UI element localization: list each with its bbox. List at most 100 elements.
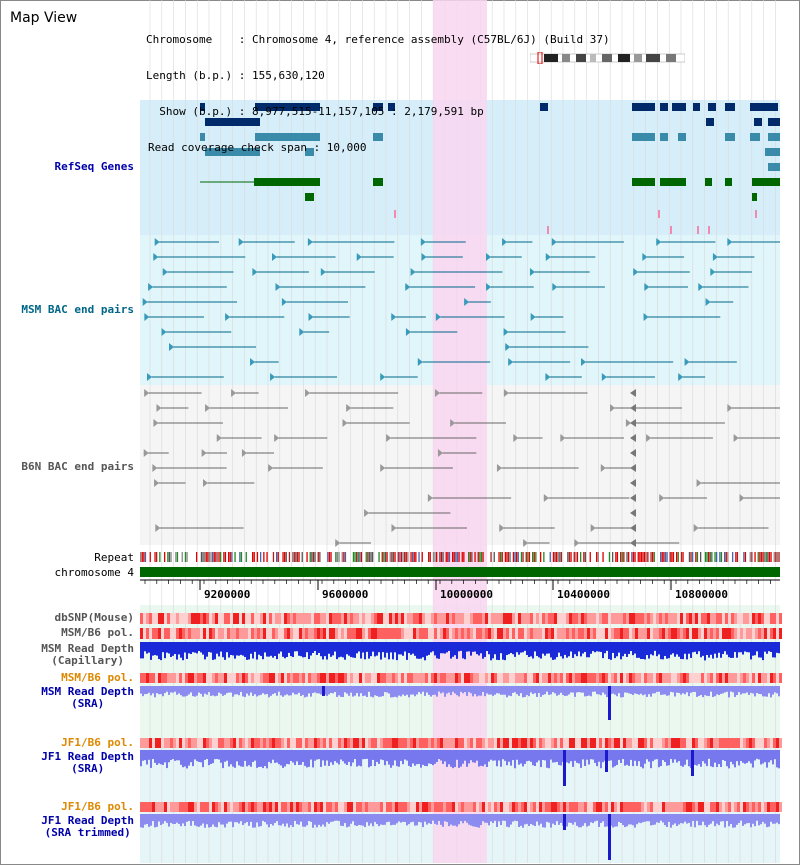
heat-cell <box>452 613 455 624</box>
heat-cell <box>182 802 185 812</box>
depth-bar <box>634 686 636 694</box>
depth-bar <box>698 750 700 765</box>
heat-cell <box>728 738 731 748</box>
chromosome-ideogram[interactable] <box>530 52 685 64</box>
depth-bar <box>740 750 742 762</box>
depth-bar <box>236 686 238 695</box>
label-msm-depth-sra-line1: MSM Read Depth <box>41 685 134 698</box>
heat-cell <box>335 628 338 639</box>
repeat-mark <box>568 552 571 562</box>
heat-cell <box>668 738 671 748</box>
heat-cell <box>362 673 365 683</box>
depth-bar <box>664 814 666 826</box>
repeat-mark <box>644 552 646 562</box>
repeat-mark <box>642 552 644 562</box>
depth-bar <box>574 814 576 823</box>
depth-bar <box>592 750 594 760</box>
bac-end-marker <box>231 389 237 397</box>
heat-cell <box>233 613 236 624</box>
repeat-mark <box>413 552 415 562</box>
depth-bar <box>262 686 264 694</box>
depth-bar <box>288 750 290 765</box>
depth-bar <box>364 750 366 760</box>
heat-cell <box>194 802 197 812</box>
repeat-mark <box>253 552 255 562</box>
heat-cell <box>365 673 368 683</box>
bac-end-marker <box>421 253 427 261</box>
depth-bar <box>486 686 488 694</box>
heat-cell <box>488 738 491 748</box>
heat-cell <box>260 738 263 748</box>
repeat-mark <box>205 552 207 562</box>
heat-cell <box>707 628 710 639</box>
heat-cell <box>479 802 482 812</box>
depth-bar <box>596 750 598 767</box>
depth-bar <box>370 642 372 657</box>
heat-cell <box>287 738 290 748</box>
heat-cell <box>539 613 542 624</box>
heat-cell <box>521 673 524 683</box>
heat-cell <box>353 673 356 683</box>
depth-bar <box>534 750 536 767</box>
depth-bar <box>580 642 582 657</box>
bac-end-marker <box>143 449 149 457</box>
heat-cell <box>251 628 254 639</box>
heat-cell <box>590 673 593 683</box>
heat-cell <box>152 738 155 748</box>
heat-cell <box>482 613 485 624</box>
depth-bar <box>762 686 764 697</box>
depth-bar <box>364 642 366 660</box>
heat-cell <box>758 802 761 812</box>
depth-bar <box>638 642 640 658</box>
heat-cell <box>437 802 440 812</box>
axis-tick-label: 10000000 <box>440 588 493 601</box>
repeat-mark <box>228 552 230 562</box>
depth-bar <box>662 750 664 761</box>
depth-bar <box>404 642 406 652</box>
depth-bar <box>764 642 766 652</box>
bac-end-marker <box>307 238 313 246</box>
depth-bar <box>168 814 170 827</box>
heat-cell <box>734 673 737 683</box>
depth-bar <box>258 642 260 655</box>
label-jf1-depth-trimmed-line2: (SRA trimmed) <box>44 826 131 839</box>
bac-end-marker <box>380 464 386 472</box>
depth-bar <box>762 750 764 764</box>
depth-bar <box>396 642 398 661</box>
repeat-mark <box>143 552 145 562</box>
depth-bar <box>404 814 406 822</box>
heat-cell <box>335 673 338 683</box>
depth-bar <box>482 814 484 822</box>
depth-bar <box>330 686 332 693</box>
repeat-mark <box>525 552 527 562</box>
depth-bar <box>196 814 198 827</box>
depth-bar <box>448 686 450 693</box>
depth-bar <box>684 642 686 654</box>
heat-cell <box>191 802 194 812</box>
depth-bar <box>380 686 382 697</box>
depth-bar <box>218 814 220 823</box>
depth-bar <box>438 814 440 821</box>
depth-bar <box>398 642 400 655</box>
depth-bar <box>530 642 532 657</box>
depth-bar <box>360 642 362 659</box>
bac-end-marker <box>202 479 208 487</box>
bac-end-marker <box>162 268 168 276</box>
heat-cell <box>203 628 206 639</box>
depth-bar <box>220 750 222 763</box>
heat-cell <box>575 613 578 624</box>
bac-end-marker <box>153 419 159 427</box>
heat-cell <box>500 613 503 624</box>
depth-bar <box>540 750 542 768</box>
heat-cell <box>389 802 392 812</box>
repeat-mark <box>765 552 767 562</box>
heat-cell <box>443 673 446 683</box>
depth-bar <box>352 686 354 697</box>
heat-cell <box>758 738 761 748</box>
depth-bar <box>194 686 196 697</box>
heat-cell <box>524 802 527 812</box>
heat-cell <box>656 802 659 812</box>
depth-bar <box>398 814 400 822</box>
depth-bar <box>224 686 226 695</box>
